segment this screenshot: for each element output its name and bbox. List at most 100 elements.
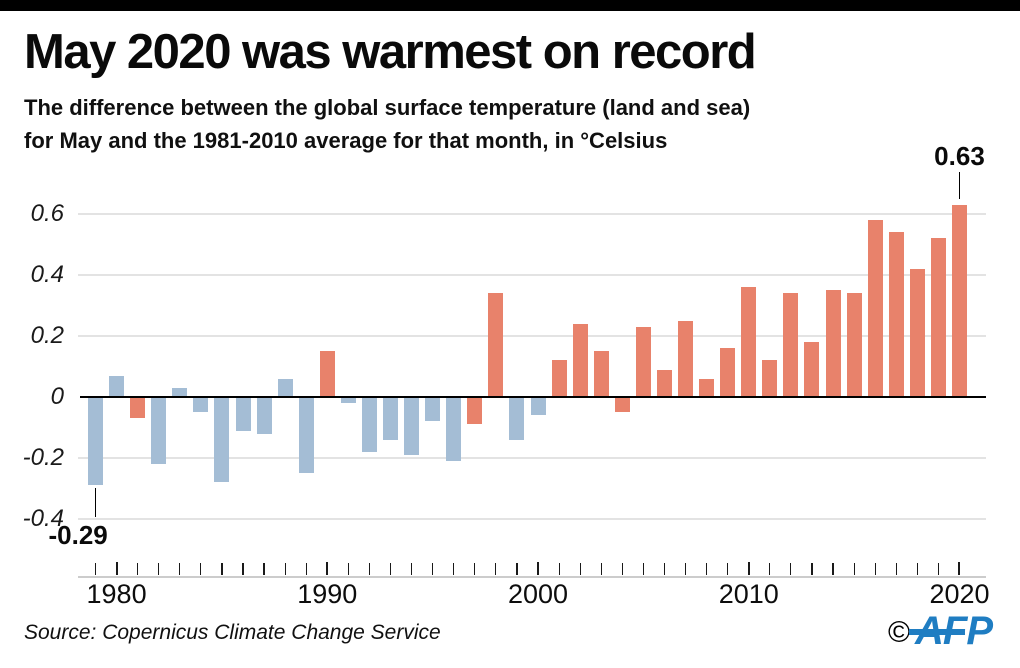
x-tick-1995	[432, 563, 434, 575]
x-tick-1991	[347, 563, 349, 575]
x-tick-label-2020: 2020	[929, 579, 990, 609]
x-tick-1989	[305, 563, 307, 575]
bar-1986	[235, 397, 251, 431]
x-tick-1980	[115, 562, 118, 575]
x-tick-2009	[727, 563, 729, 575]
chart-subtitle: The difference between the global surfac…	[24, 91, 750, 157]
x-tick-1986	[242, 563, 244, 575]
bar-2015	[846, 293, 862, 397]
x-tick-2016	[874, 563, 876, 575]
x-tick-1994	[410, 563, 413, 575]
bar-2019	[930, 238, 946, 397]
x-tick-2001	[558, 563, 560, 575]
bar-2006	[656, 369, 672, 397]
x-tick-2017	[895, 563, 897, 575]
annotation-label-2020: 0.63	[934, 140, 985, 171]
bar-2014	[825, 290, 841, 397]
x-tick-2012	[790, 563, 792, 575]
x-tick-1992	[368, 563, 371, 575]
x-tick-1979	[94, 563, 97, 575]
bar-2007	[678, 320, 694, 397]
x-tick-1998	[495, 563, 497, 575]
bar-2005	[635, 326, 651, 397]
x-tick-2002	[579, 563, 581, 575]
chart-title: May 2020 was warmest on record	[24, 25, 757, 79]
x-tick-label-2010: 2010	[718, 579, 779, 609]
gridline-0.6	[78, 213, 986, 215]
x-tick-1988	[284, 563, 286, 575]
x-tick-1981	[137, 563, 139, 575]
gridline-0.2	[78, 335, 986, 337]
x-tick-2000	[537, 562, 540, 575]
annotation-label-1979: -0.29	[48, 520, 108, 551]
x-tick-2006	[663, 563, 666, 575]
gridline--0.2	[78, 457, 986, 459]
bar-2018	[909, 268, 925, 397]
copyright-icon: ©	[888, 616, 911, 649]
x-tick-label-1990: 1990	[297, 579, 358, 609]
x-tick-1993	[389, 563, 392, 575]
afp-logo-crossbar	[909, 629, 965, 635]
bar-1983	[172, 387, 188, 397]
y-tick-label-0: 0	[50, 383, 64, 410]
x-axis-line	[78, 576, 986, 578]
x-tick-1983	[179, 563, 181, 575]
x-tick-2008	[706, 563, 708, 575]
x-tick-2003	[600, 563, 602, 575]
bar-1997	[467, 397, 483, 425]
x-tick-1984	[200, 563, 202, 575]
top-black-bar	[0, 0, 1020, 11]
subtitle-line-1: The difference between the global surfac…	[24, 95, 751, 120]
bar-1984	[193, 397, 209, 413]
x-tick-2019	[937, 563, 939, 575]
bar-1980	[109, 375, 125, 397]
bar-2004	[614, 397, 630, 413]
x-tick-2013	[811, 563, 813, 575]
bar-1987	[256, 397, 272, 434]
x-tick-1985	[221, 563, 223, 575]
x-tick-label-2000: 2000	[507, 579, 569, 609]
bar-2008	[699, 378, 715, 397]
x-tick-2010	[747, 562, 750, 575]
bar-2000	[530, 397, 546, 416]
bar-1999	[509, 397, 525, 440]
bar-1996	[446, 397, 462, 462]
x-tick-2015	[853, 563, 855, 575]
bar-1990	[319, 351, 335, 397]
bar-2020	[951, 204, 967, 397]
source-credit: Source: Copernicus Climate Change Servic…	[24, 621, 441, 644]
bar-2003	[593, 351, 609, 397]
bar-1991	[340, 397, 356, 404]
zero-axis-line	[80, 396, 986, 398]
bar-2011	[762, 360, 778, 397]
x-tick-label-1980: 1980	[86, 579, 147, 609]
bar-2002	[572, 323, 588, 397]
x-tick-2011	[769, 563, 771, 575]
x-tick-2005	[642, 563, 644, 575]
x-tick-2018	[916, 563, 918, 575]
y-tick-label--0.2: -0.2	[22, 444, 64, 471]
bar-1989	[298, 397, 314, 474]
y-tick-label-0.4: 0.4	[30, 261, 64, 288]
gridline--0.4	[78, 518, 986, 520]
bar-1994	[404, 397, 420, 455]
bar-1985	[214, 397, 230, 483]
x-tick-2014	[832, 563, 834, 575]
bar-2016	[867, 220, 883, 397]
x-tick-1982	[158, 563, 160, 575]
bar-2013	[804, 342, 820, 397]
annotation-leader-2020	[958, 171, 961, 199]
bar-2017	[888, 232, 904, 397]
bar-2009	[720, 348, 736, 397]
y-tick-label-0.6: 0.6	[30, 200, 64, 227]
bar-1998	[488, 293, 504, 397]
x-tick-2020	[958, 562, 961, 575]
bar-1988	[277, 378, 293, 397]
subtitle-line-2: for May and the 1981-2010 average for th…	[24, 128, 668, 153]
bar-1982	[151, 397, 167, 465]
x-tick-1987	[263, 563, 265, 575]
bar-1993	[383, 397, 399, 440]
y-tick-label-0.2: 0.2	[30, 322, 64, 349]
